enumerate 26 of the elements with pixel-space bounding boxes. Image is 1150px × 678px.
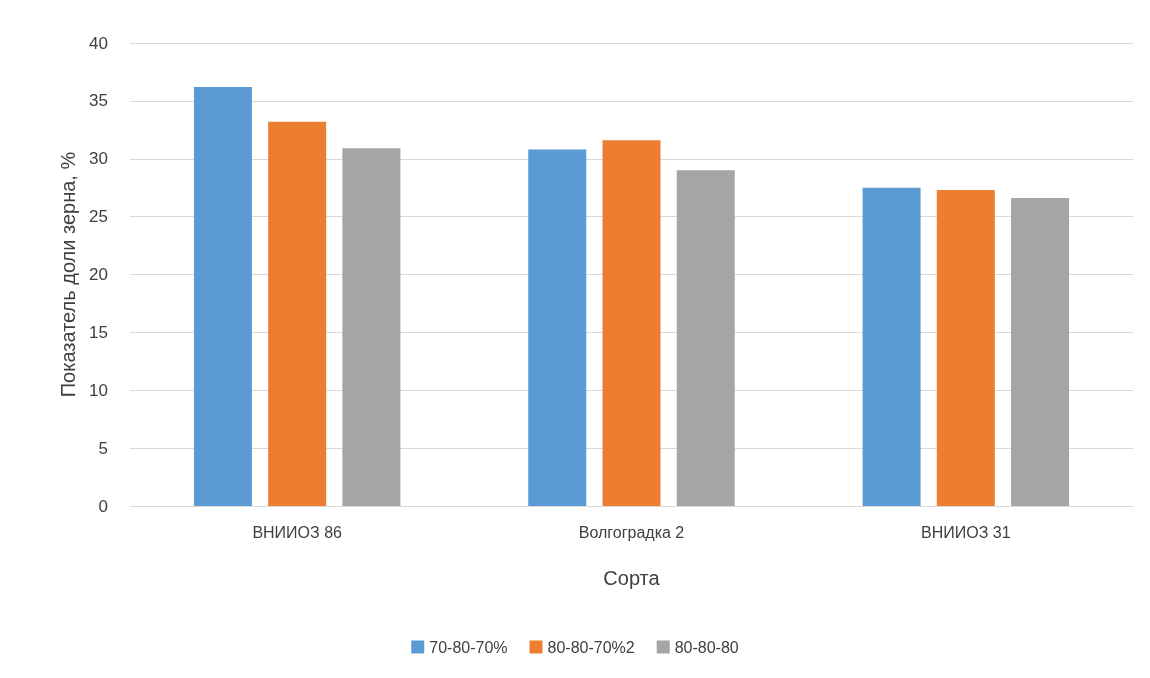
y-tick-label: 10: [89, 380, 108, 400]
y-tick-label: 35: [89, 91, 108, 111]
legend-label: 80-80-80: [674, 638, 739, 656]
y-tick-label: 20: [89, 265, 108, 284]
y-tick-label: 15: [89, 322, 108, 342]
y-tick-label: 25: [89, 207, 108, 227]
bar: [1011, 198, 1070, 506]
bar: [342, 148, 401, 506]
bar: [268, 121, 327, 506]
bar: [193, 86, 252, 506]
y-tick-label: 5: [98, 438, 108, 458]
bar: [602, 140, 661, 506]
legend-label: 70-80-70%: [429, 638, 508, 656]
y-tick-label: 30: [89, 149, 108, 169]
x-tick-label: Волгоградка 2: [578, 523, 685, 541]
bar: [676, 170, 735, 506]
bar: [528, 149, 587, 506]
bar: [936, 190, 995, 506]
x-tick-label: ВНИИОЗ 31: [921, 523, 1011, 541]
bar: [862, 187, 921, 506]
x-tick-label: ВНИИОЗ 86: [252, 523, 343, 541]
y-axis-title: Показатель доли зерна, %: [57, 151, 80, 398]
legend-label: 80-80-70%2: [547, 638, 635, 656]
y-tick-label: 40: [89, 33, 108, 53]
x-axis-title: Сорта: [603, 567, 661, 589]
y-tick-label: 0: [98, 496, 108, 516]
